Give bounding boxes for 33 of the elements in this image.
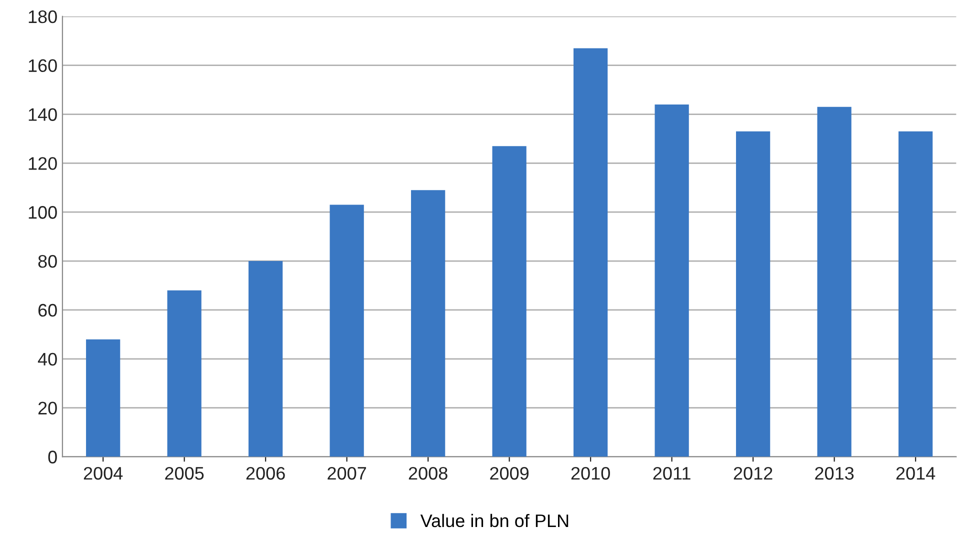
- y-tick-label: 100: [28, 206, 57, 219]
- y-tick-label: 120: [28, 157, 57, 170]
- bar: [817, 106, 852, 457]
- x-tick-label: 2004: [84, 466, 123, 480]
- y-tick-label: 180: [28, 10, 57, 24]
- y-tick-label: 80: [38, 254, 57, 268]
- x-tick-label: 2010: [571, 466, 610, 480]
- bar: [330, 204, 364, 457]
- bar: [492, 146, 526, 457]
- x-tick-label: 2012: [734, 466, 772, 480]
- x-tick-label: 2007: [328, 466, 366, 480]
- y-tick-label: 60: [38, 304, 57, 317]
- x-tick-label: 2006: [246, 466, 285, 480]
- x-tick-label: 2005: [165, 466, 204, 480]
- x-tick-label: 2014: [896, 466, 936, 480]
- bar: [167, 290, 202, 457]
- bar: [248, 261, 283, 457]
- y-tick-label: 0: [48, 450, 57, 464]
- bar: [736, 131, 770, 457]
- x-tick-label: 2013: [815, 466, 854, 480]
- bar: [574, 48, 608, 457]
- legend-label: Value in bn of PLN: [420, 514, 568, 528]
- bar: [86, 339, 120, 457]
- y-tick-label: 160: [28, 59, 57, 72]
- y-tick-label: 20: [38, 402, 57, 415]
- x-tick-label: 2009: [490, 466, 529, 480]
- bar: [411, 190, 446, 457]
- bar: [654, 104, 689, 457]
- y-tick-label: 40: [38, 352, 57, 366]
- y-tick-label: 140: [28, 108, 57, 121]
- x-tick-label: 2008: [408, 466, 448, 480]
- x-tick-label: 2011: [653, 466, 690, 480]
- bar: [898, 131, 933, 457]
